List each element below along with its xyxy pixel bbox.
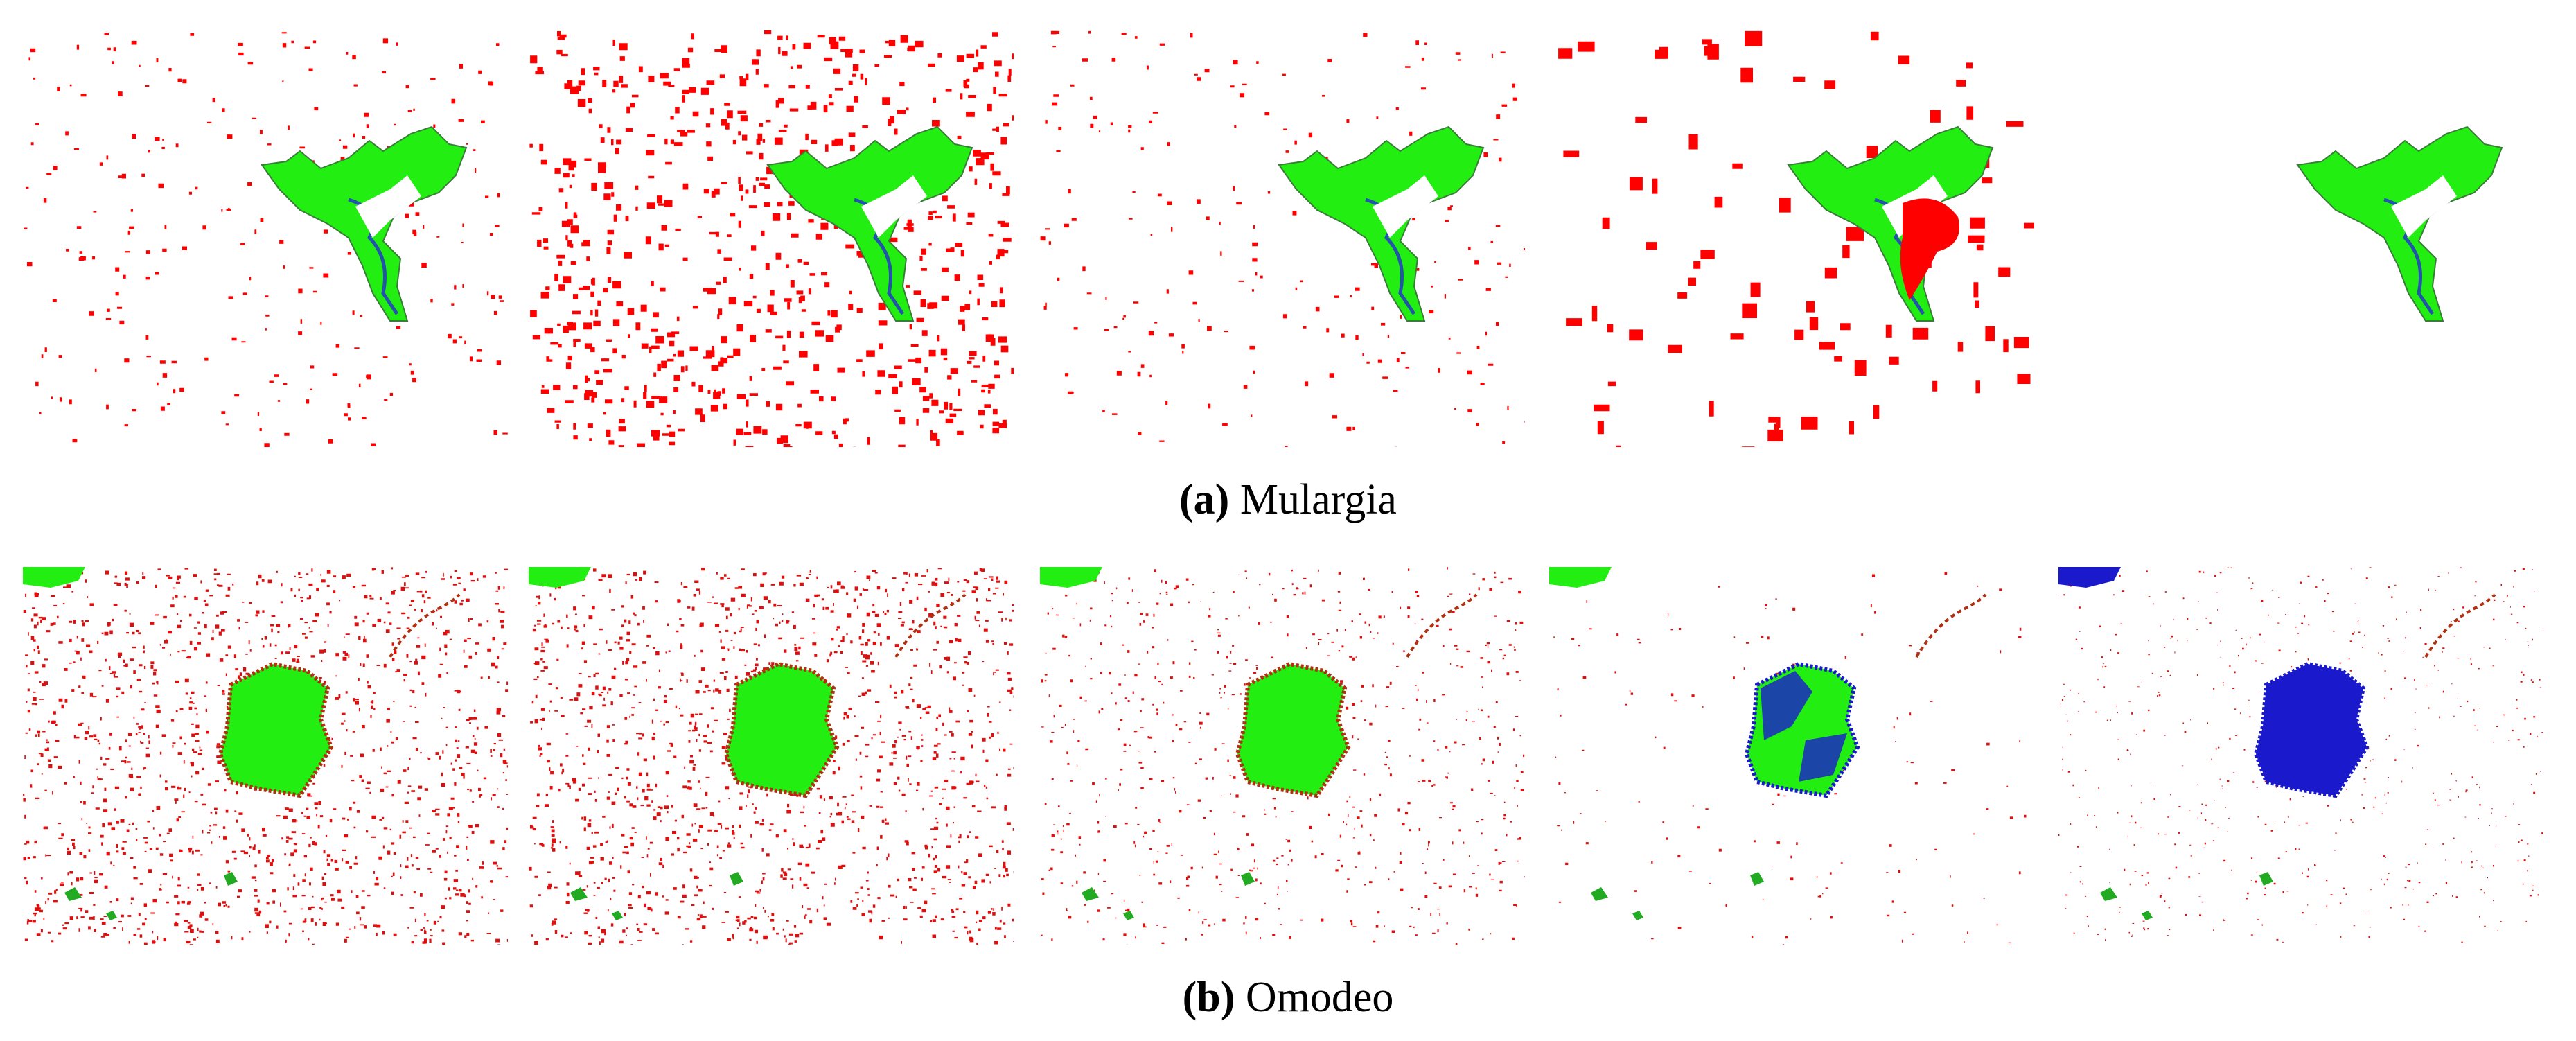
river <box>2424 593 2496 658</box>
small-ponds <box>570 872 743 920</box>
map-panel <box>1040 567 1525 945</box>
map-panel <box>24 32 508 447</box>
map-panel <box>529 30 1014 447</box>
lake <box>218 661 334 798</box>
river <box>389 593 461 658</box>
corner-lake <box>529 567 591 588</box>
lake <box>1278 125 1485 322</box>
map-panel <box>23 567 508 945</box>
map-panel <box>2296 125 2503 322</box>
lake-inner <box>861 175 927 238</box>
speckles <box>1558 30 2034 447</box>
caption: (a) Mulargia <box>0 475 2576 525</box>
small-ponds <box>2100 872 2273 920</box>
lake <box>2296 125 2503 322</box>
small-ponds <box>1591 872 1764 920</box>
map-panel <box>529 567 1014 945</box>
river <box>894 593 967 658</box>
lake <box>1235 661 1351 798</box>
corner-lake <box>23 567 85 588</box>
caption-text: Mulargia <box>1240 476 1397 523</box>
map-panel <box>1558 30 2034 447</box>
lake <box>1787 125 1994 322</box>
caption-text: Omodeo <box>1245 974 1394 1021</box>
map-panel <box>2058 567 2543 943</box>
lake-inner <box>2391 175 2457 238</box>
lake <box>2253 661 2370 798</box>
small-ponds <box>1082 872 1255 920</box>
map-panel <box>1549 567 2027 945</box>
corner-lake <box>1040 567 1102 588</box>
lake-blue <box>1761 671 1847 782</box>
lake <box>723 661 840 798</box>
lake <box>261 125 468 322</box>
river <box>1406 593 1478 658</box>
corner-lake <box>1549 567 1612 588</box>
lake-inner <box>355 175 421 238</box>
map-panel <box>1040 30 1525 447</box>
caption: (b) Omodeo <box>0 973 2576 1022</box>
speckles <box>24 32 508 447</box>
lake-inner <box>1373 175 1438 238</box>
speckles <box>529 30 1014 447</box>
corner-lake <box>2058 567 2121 588</box>
caption-label: (a) <box>1179 476 1230 523</box>
river <box>1915 593 1987 658</box>
caption-label: (b) <box>1182 974 1235 1021</box>
speckles <box>1040 30 1525 447</box>
red-area <box>1900 198 1959 300</box>
